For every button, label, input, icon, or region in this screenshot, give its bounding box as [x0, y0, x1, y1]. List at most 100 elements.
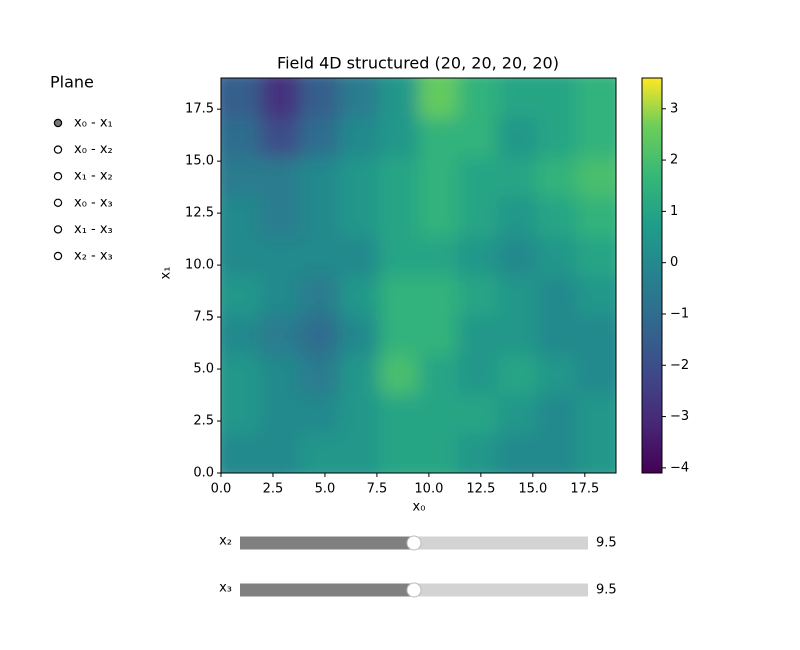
heatmap-cell: [576, 354, 616, 395]
y-axis-label: x₁: [159, 267, 174, 280]
heatmap-cell: [576, 315, 616, 355]
heatmap-cell: [339, 236, 380, 276]
slider-label: x₂: [219, 534, 232, 549]
x-axis-label: x₀: [413, 500, 426, 515]
colorbar-tick-label: −3: [670, 409, 689, 424]
heatmap-cell: [339, 394, 380, 434]
heatmap-cell: [418, 196, 459, 237]
colorbar-tick-label: −1: [670, 306, 689, 321]
heatmap-cell: [339, 315, 380, 355]
heatmap-cell: [260, 117, 301, 158]
radio-label[interactable]: x₁ - x₂: [74, 169, 113, 184]
heatmap-cell: [379, 236, 419, 276]
radio-option[interactable]: x₀ - x₁: [53, 116, 113, 131]
heatmap-cell: [300, 354, 340, 395]
heatmap-cell: [339, 275, 380, 316]
heatmap-cell: [458, 394, 498, 434]
y-tick-label: 2.5: [193, 414, 214, 429]
x-tick-label: 12.5: [466, 482, 495, 497]
heatmap-cell: [537, 275, 577, 316]
heatmap-cell: [458, 354, 498, 395]
heatmap-cell: [497, 275, 538, 316]
heatmap-cell: [497, 433, 538, 473]
heatmap-cell: [379, 275, 419, 316]
heatmap-cell: [497, 236, 538, 276]
colorbar-tick-label: 3: [670, 101, 678, 116]
heatmap-cell: [576, 275, 616, 316]
heatmap-cell: [497, 157, 538, 197]
radio-button[interactable]: [53, 118, 63, 128]
heatmap-cell: [418, 315, 459, 355]
radio-label[interactable]: x₂ - x₃: [74, 249, 113, 264]
radio-option[interactable]: x₀ - x₃: [53, 195, 113, 210]
heatmap-cell: [260, 315, 301, 355]
colorbar: [641, 77, 663, 474]
heatmap-cell: [576, 394, 616, 434]
x-tick-label: 17.5: [570, 482, 599, 497]
heatmap-cell: [537, 236, 577, 276]
heatmap-cell: [221, 157, 261, 197]
y-tick-label: 7.5: [193, 310, 214, 325]
heatmap-cell: [379, 78, 419, 118]
heatmap-cell: [458, 157, 498, 197]
heatmap-cell: [300, 117, 340, 158]
heatmap-cell: [339, 157, 380, 197]
radio-button[interactable]: [53, 225, 63, 234]
heatmap-cell: [418, 78, 459, 118]
y-tick-label: 0.0: [193, 466, 214, 481]
heatmap-cell: [300, 196, 340, 237]
radio-label[interactable]: x₁ - x₃: [74, 222, 113, 237]
radio-button[interactable]: [53, 198, 63, 207]
heatmap-cell: [537, 315, 577, 355]
radio-button[interactable]: [53, 251, 63, 261]
heatmap-cell: [339, 354, 380, 395]
colorbar-tick-label: 0: [670, 255, 678, 270]
heatmap-cell: [379, 433, 419, 473]
heatmap-cell: [339, 117, 380, 158]
radio-button[interactable]: [53, 145, 63, 154]
heatmap-cell: [379, 315, 419, 355]
heatmap: [221, 78, 616, 473]
slider-fill[interactable]: [240, 536, 414, 550]
x-tick-label: 5.0: [315, 482, 336, 497]
y-tick-label: 10.0: [185, 258, 214, 273]
radio-label[interactable]: x₀ - x₁: [74, 116, 113, 131]
radio-label[interactable]: x₀ - x₂: [74, 142, 113, 157]
heatmap-cell: [300, 157, 340, 197]
radio-option[interactable]: x₁ - x₃: [53, 222, 113, 237]
heatmap-cell: [576, 78, 616, 118]
heatmap-cell: [497, 315, 538, 355]
radio-button[interactable]: [53, 171, 63, 181]
slider-fill[interactable]: [240, 583, 414, 597]
radio-option[interactable]: x₂ - x₃: [53, 249, 113, 264]
heatmap-cell: [537, 196, 577, 237]
heatmap-cell: [458, 117, 498, 158]
heatmap-cell: [221, 117, 261, 158]
colorbar-tick-label: 1: [670, 204, 678, 219]
heatmap-cell: [260, 236, 301, 276]
heatmap-cell: [221, 236, 261, 276]
heatmap-cell: [260, 196, 301, 237]
heatmap-cell: [418, 117, 459, 158]
heatmap-cell: [260, 157, 301, 197]
heatmap-cell: [458, 236, 498, 276]
heatmap-cell: [537, 394, 577, 434]
y-tick-label: 15.0: [185, 154, 214, 169]
radio-option[interactable]: x₀ - x₂: [53, 142, 113, 157]
heatmap-cell: [260, 433, 301, 473]
slider-handle[interactable]: [406, 582, 422, 598]
slider-handle[interactable]: [406, 535, 422, 551]
x-tick-label: 0.0: [211, 482, 232, 497]
heatmap-cell: [260, 394, 301, 434]
radio-title: Plane: [50, 73, 94, 92]
y-tick-label: 5.0: [193, 362, 214, 377]
slider-value: 9.5: [596, 583, 617, 598]
radio-label[interactable]: x₀ - x₃: [74, 195, 113, 210]
heatmap-cell: [339, 78, 380, 118]
heatmap-cell: [458, 275, 498, 316]
radio-option[interactable]: x₁ - x₂: [53, 169, 113, 184]
heatmap-cell: [537, 433, 577, 473]
heatmap-cell: [537, 157, 577, 197]
heatmap-cell: [497, 117, 538, 158]
